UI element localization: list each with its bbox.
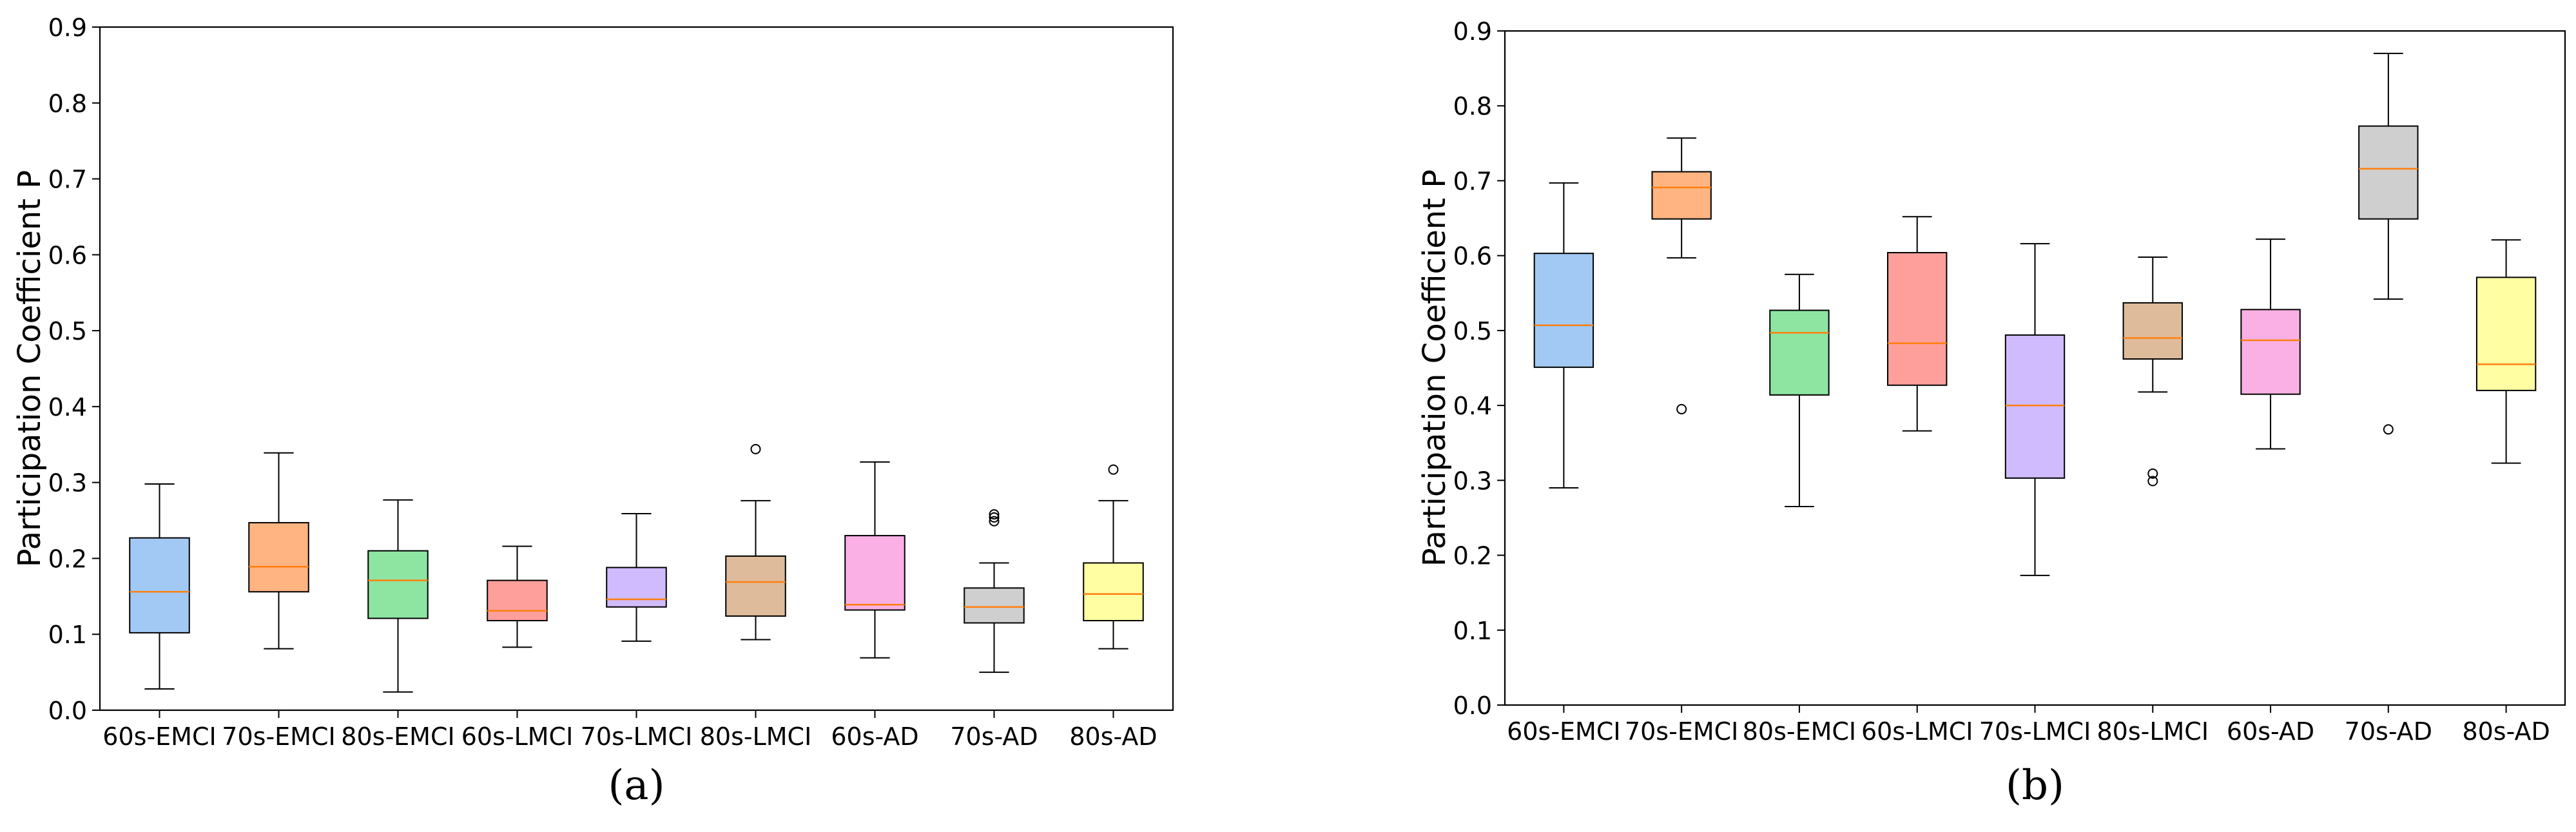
x-tick-label: 80s-AD <box>2462 717 2550 746</box>
iqr-box <box>964 587 1025 624</box>
y-tick-label: 0.2 <box>1453 542 1492 570</box>
y-tick-label: 0.9 <box>48 14 87 42</box>
outlier-point <box>1108 464 1119 475</box>
y-tick-label: 0.8 <box>1453 92 1492 121</box>
box-80s-LMCI <box>2122 256 2183 487</box>
iqr-box <box>1083 562 1144 622</box>
x-tick-label: 60s-AD <box>2227 717 2314 746</box>
iqr-box <box>248 522 309 593</box>
box-60s-LMCI <box>487 545 548 648</box>
box-70s-AD <box>2358 52 2419 435</box>
y-tick-label: 0.1 <box>48 621 87 649</box>
box-80s-EMCI <box>367 499 429 693</box>
y-axis-label: Participation Coefficient P <box>1417 169 1453 566</box>
x-tick-label: 60s-EMCI <box>102 722 216 751</box>
box-80s-AD <box>2475 239 2537 464</box>
iqr-box <box>1651 171 1712 220</box>
y-tick-label: 0.2 <box>48 545 87 573</box>
iqr-box <box>2240 309 2301 395</box>
x-tick-label: 80s-LMCI <box>700 722 812 751</box>
iqr-box <box>2004 334 2066 479</box>
iqr-box <box>1769 309 1830 396</box>
x-tick-label: 70s-EMCI <box>1625 717 1738 746</box>
x-tick-label: 70s-EMCI <box>222 722 335 751</box>
x-tick-label: 80s-EMCI <box>1743 717 1856 746</box>
x-tick-label: 70s-AD <box>950 722 1038 751</box>
y-tick-label: 0.0 <box>48 697 87 725</box>
x-tick-label: 80s-AD <box>1069 722 1157 751</box>
y-tick-label: 0.4 <box>1453 392 1492 420</box>
outlier-point <box>2383 424 2394 435</box>
outlier-point <box>989 512 1000 523</box>
iqr-box <box>1533 253 1594 368</box>
y-tick-label: 0.6 <box>48 241 87 269</box>
x-tick-label: 80s-EMCI <box>341 722 454 751</box>
y-tick-label: 0.1 <box>1453 617 1492 645</box>
y-tick-label: 0.3 <box>1453 467 1492 495</box>
box-60s-AD <box>844 461 905 659</box>
iqr-box <box>367 550 429 619</box>
x-tick-label: 70s-LMCI <box>581 722 693 751</box>
y-axis-label: Participation Coefficient P <box>12 170 48 567</box>
panel-label: (b) <box>2006 762 2064 809</box>
outlier-point <box>1676 403 1687 414</box>
outlier-point <box>750 443 761 454</box>
iqr-box <box>725 555 786 617</box>
box-70s-LMCI <box>2004 243 2066 576</box>
outlier-point <box>989 516 1000 527</box>
y-tick-label: 0.9 <box>1453 17 1492 46</box>
x-tick-label: 80s-LMCI <box>2097 717 2209 746</box>
iqr-box <box>606 566 667 608</box>
box-70s-EMCI <box>248 452 309 650</box>
x-tick-label: 60s-LMCI <box>1861 717 1973 746</box>
y-tick-label: 0.4 <box>48 393 87 421</box>
box-60s-EMCI <box>129 483 190 690</box>
iqr-box <box>2358 125 2419 220</box>
box-80s-EMCI <box>1769 273 1830 508</box>
x-tick-label: 60s-EMCI <box>1507 717 1620 746</box>
box-80s-AD <box>1083 464 1144 650</box>
outlier-point <box>2147 476 2158 487</box>
chart-panel-a: 0.0 0.1 0.2 0.3 0.4 0.5 0.6 0.7 0.8 0.9 Participat… <box>12 14 1174 809</box>
box-60s-LMCI <box>1887 216 1948 432</box>
chart-panel-b: 0.0 0.1 0.2 0.3 0.4 0.5 0.6 0.7 0.8 0.9 Participat… <box>1417 17 2566 809</box>
x-tick-label: 70s-AD <box>2345 717 2432 746</box>
y-tick-label: 0.8 <box>48 90 87 118</box>
box-70s-AD <box>964 509 1025 673</box>
y-tick-label: 0.5 <box>1453 317 1492 345</box>
box-60s-EMCI <box>1533 182 1594 489</box>
x-tick-label: 60s-LMCI <box>461 722 574 751</box>
outlier-point <box>2147 468 2158 479</box>
x-tick-label: 60s-AD <box>831 722 918 751</box>
y-tick-label: 0.5 <box>48 317 87 345</box>
box-60s-AD <box>2240 238 2301 450</box>
x-tick-label: 70s-LMCI <box>1979 717 2091 746</box>
y-tick-label: 0.6 <box>1453 242 1492 271</box>
iqr-box <box>1887 252 1948 386</box>
iqr-box <box>844 535 905 611</box>
y-tick-label: 0.7 <box>48 166 87 194</box>
iqr-box <box>487 579 548 622</box>
y-tick-label: 0.0 <box>1453 692 1492 720</box>
y-tick-label: 0.3 <box>48 469 87 498</box>
box-70s-LMCI <box>606 512 667 642</box>
outlier-point <box>989 509 1000 520</box>
iqr-box <box>129 537 190 634</box>
iqr-box <box>2122 302 2183 360</box>
y-tick-label: 0.7 <box>1453 167 1492 195</box>
box-80s-LMCI <box>725 443 786 641</box>
box-70s-EMCI <box>1651 137 1712 414</box>
iqr-box <box>2475 276 2537 391</box>
panel-label: (a) <box>608 762 664 809</box>
